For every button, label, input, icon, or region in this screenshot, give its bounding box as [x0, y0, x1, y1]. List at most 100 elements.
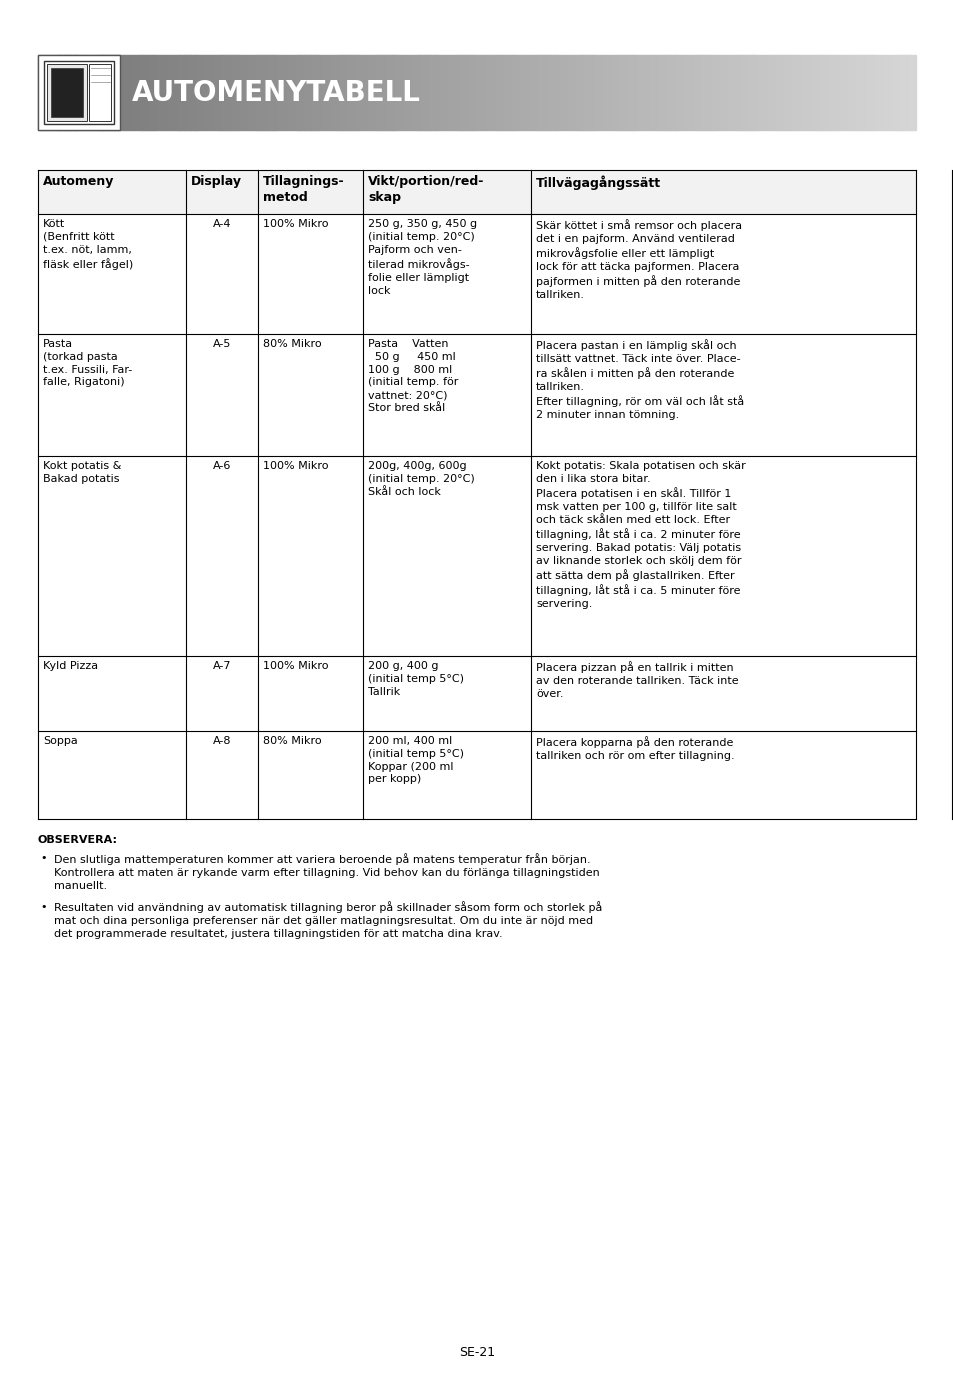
Bar [406, 55, 410, 130]
Bar [450, 55, 454, 130]
Bar [807, 55, 810, 130]
Bar [68, 55, 71, 130]
Bar [862, 55, 866, 130]
Bar [819, 55, 822, 130]
Bar [885, 55, 889, 130]
Bar [912, 55, 916, 130]
Bar [93, 55, 97, 130]
Bar [246, 55, 249, 130]
Text: 80% Mikro: 80% Mikro [263, 339, 321, 350]
Text: Pasta    Vatten
  50 g     450 ml
100 g    800 ml
(initial temp. för
vattnet: 20: Pasta Vatten 50 g 450 ml 100 g 800 ml (i… [368, 339, 457, 413]
Bar [433, 55, 436, 130]
Bar [167, 55, 170, 130]
Bar [758, 55, 760, 130]
Bar [720, 55, 722, 130]
Bar [345, 55, 349, 130]
Text: 200g, 400g, 600g
(initial temp. 20°C)
Skål och lock: 200g, 400g, 600g (initial temp. 20°C) Sk… [368, 462, 475, 496]
Bar [52, 55, 56, 130]
Bar [629, 55, 632, 130]
Bar [465, 55, 468, 130]
Bar [494, 55, 497, 130]
Bar [324, 55, 328, 130]
Bar [679, 55, 681, 130]
Text: 100% Mikro: 100% Mikro [263, 462, 328, 471]
Bar [328, 55, 331, 130]
Bar [573, 55, 577, 130]
Bar [619, 55, 623, 130]
Bar [236, 55, 240, 130]
Bar [576, 55, 579, 130]
Bar [529, 55, 533, 130]
Bar [877, 55, 881, 130]
Bar [284, 55, 287, 130]
Bar [512, 55, 515, 130]
Bar [520, 55, 524, 130]
Bar [146, 55, 150, 130]
Text: A-5: A-5 [213, 339, 231, 350]
Bar [792, 55, 796, 130]
Bar [578, 55, 582, 130]
Bar [280, 55, 284, 130]
Bar [597, 55, 599, 130]
Bar [90, 64, 111, 122]
Bar [581, 55, 585, 130]
Bar [880, 55, 883, 130]
Bar [71, 55, 73, 130]
Bar [96, 55, 100, 130]
Bar [561, 55, 565, 130]
Bar [295, 55, 298, 130]
Bar [252, 55, 254, 130]
Bar [47, 55, 51, 130]
Bar [400, 55, 404, 130]
Bar [594, 55, 597, 130]
Bar [219, 55, 223, 130]
Bar [453, 55, 456, 130]
Bar [830, 55, 834, 130]
Bar [532, 55, 536, 130]
Bar [479, 55, 483, 130]
Bar [482, 55, 486, 130]
Bar [263, 55, 267, 130]
Bar [112, 55, 114, 130]
Bar [605, 55, 609, 130]
Bar [745, 55, 749, 130]
Bar [707, 55, 711, 130]
Bar [175, 55, 179, 130]
Bar [754, 55, 758, 130]
Bar [462, 55, 465, 130]
Text: A-7: A-7 [213, 661, 231, 672]
Bar [640, 55, 643, 130]
Bar [149, 55, 152, 130]
Bar [372, 55, 375, 130]
Bar [547, 55, 550, 130]
Bar [766, 55, 769, 130]
Bar [564, 55, 568, 130]
Bar [684, 55, 687, 130]
Bar [386, 55, 389, 130]
Bar [646, 55, 650, 130]
Bar [740, 55, 743, 130]
Text: •: • [40, 853, 47, 862]
Text: 100% Mikro: 100% Mikro [263, 661, 328, 672]
Text: Kyld Pizza: Kyld Pizza [43, 661, 98, 672]
Bar [304, 55, 308, 130]
Bar [356, 55, 360, 130]
Bar [240, 55, 243, 130]
Bar [871, 55, 875, 130]
Bar [424, 55, 427, 130]
Bar [64, 55, 68, 130]
Text: AUTOMENYTABELL: AUTOMENYTABELL [132, 79, 420, 106]
Bar [614, 55, 618, 130]
Bar [257, 55, 261, 130]
Bar [205, 55, 208, 130]
Bar [854, 55, 857, 130]
Bar [51, 68, 83, 117]
Bar [848, 55, 851, 130]
Bar [903, 55, 906, 130]
Bar [801, 55, 804, 130]
Bar [403, 55, 407, 130]
Bar [82, 55, 85, 130]
Bar [669, 55, 673, 130]
Bar [769, 55, 772, 130]
Bar [798, 55, 801, 130]
